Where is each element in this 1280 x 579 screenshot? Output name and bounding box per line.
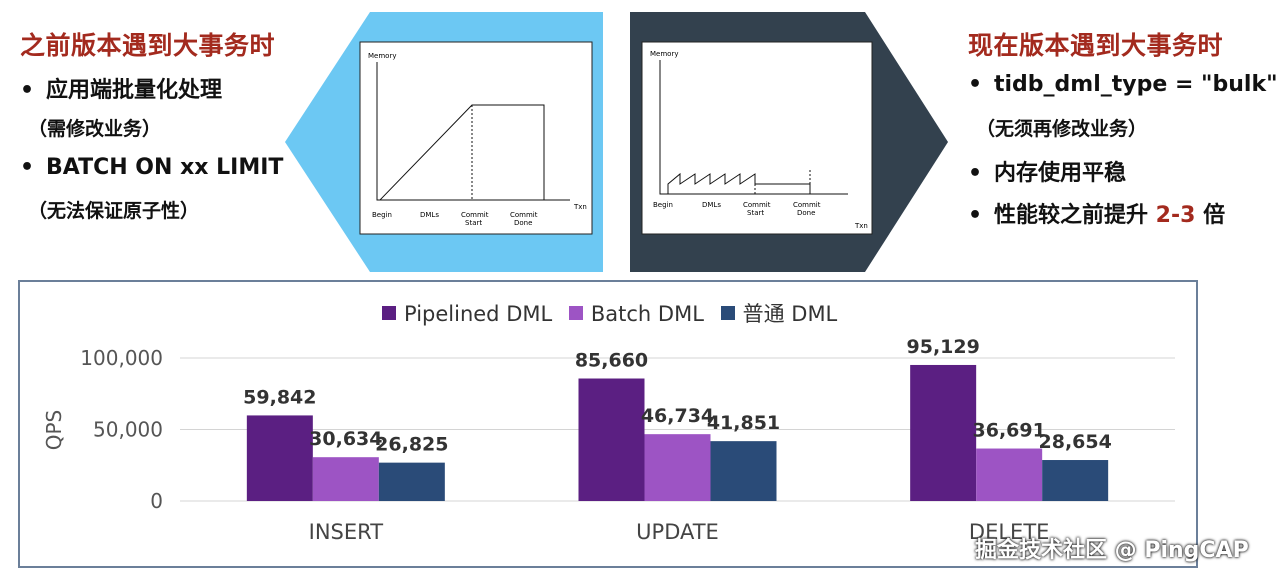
right-bullet-1: • tidb_dml_type = "bulk" xyxy=(968,72,1278,97)
legend-label-normal: 普通 DML xyxy=(742,302,838,326)
bar xyxy=(246,415,313,501)
data-label: 30,634 xyxy=(309,428,382,450)
right-bullet-1-sub: （无须再修改业务） xyxy=(976,118,1148,140)
left-heading: 之前版本遇到大事务时 xyxy=(20,31,276,60)
svg-text:Done: Done xyxy=(797,209,815,217)
svg-text:Begin: Begin xyxy=(653,201,673,209)
svg-text:Begin: Begin xyxy=(372,211,392,219)
right-memory-diagram: Memory Begin DMLs Commit Start Commit Do… xyxy=(641,41,873,235)
legend-swatch-batch xyxy=(568,306,583,320)
right-bullet-2: • 内存使用平稳 xyxy=(968,161,1127,186)
legend-label-pipelined: Pipelined DML xyxy=(404,302,553,326)
bar xyxy=(312,457,379,501)
svg-text:Start: Start xyxy=(747,209,764,217)
bar xyxy=(378,462,445,501)
bar xyxy=(578,378,645,501)
right-bullet-3: • 性能较之前提升 2-3 倍 xyxy=(968,203,1226,228)
legend-swatch-pipelined xyxy=(382,306,396,320)
left-bullet-1-sub: （需修改业务） xyxy=(28,118,162,140)
data-label: 59,842 xyxy=(243,386,316,408)
y-axis-title: QPS xyxy=(42,410,66,451)
y-tick-label: 100,000 xyxy=(80,346,163,370)
legend-swatch-normal xyxy=(720,306,735,320)
y-tick-label: 0 xyxy=(150,489,163,513)
left-bullet-2-sub: （无法保证原子性） xyxy=(28,200,200,222)
left-diagram-ylabel: Memory xyxy=(368,52,396,60)
x-tick-label: INSERT xyxy=(309,520,384,544)
bar xyxy=(1042,460,1109,501)
svg-text:DMLs: DMLs xyxy=(420,211,439,219)
left-diagram-xlabel: Txn xyxy=(573,203,587,211)
svg-text:Done: Done xyxy=(514,219,532,227)
data-label: 36,691 xyxy=(973,420,1046,442)
bar xyxy=(976,448,1043,501)
right-diagram-xlabel: Txn xyxy=(854,222,868,230)
diagram-panels: Memory Txn Begin DMLs Commit Start Commi… xyxy=(285,12,948,272)
bar xyxy=(710,441,777,501)
data-label: 46,734 xyxy=(641,405,714,427)
svg-text:Commit: Commit xyxy=(461,211,489,219)
left-bullet-1: • 应用端批量化处理 xyxy=(20,78,223,103)
y-tick-label: 50,000 xyxy=(93,418,163,442)
svg-text:Commit: Commit xyxy=(743,201,771,209)
left-memory-diagram: Memory Txn Begin DMLs Commit Start Commi… xyxy=(359,41,593,235)
watermark: 掘金技术社区 @ PingCAP xyxy=(975,538,1249,563)
svg-text:DMLs: DMLs xyxy=(702,201,721,209)
legend-label-batch: Batch DML xyxy=(590,302,704,326)
left-bullet-2: • BATCH ON xx LIMIT xyxy=(20,155,284,180)
right-heading: 现在版本遇到大事务时 xyxy=(968,31,1224,60)
svg-text:Commit: Commit xyxy=(793,201,821,209)
bar xyxy=(910,364,977,501)
right-diagram-ylabel: Memory xyxy=(650,50,678,58)
data-label: 26,825 xyxy=(375,434,448,456)
data-label: 41,851 xyxy=(707,412,780,434)
x-tick-label: UPDATE xyxy=(636,520,719,544)
data-label: 85,660 xyxy=(575,350,648,372)
svg-text:Commit: Commit xyxy=(510,211,538,219)
data-label: 95,129 xyxy=(907,336,980,358)
x-tick-label: DELETE xyxy=(969,520,1050,544)
svg-text:Start: Start xyxy=(465,219,482,227)
bar xyxy=(644,434,711,501)
chart-legend: Pipelined DML Batch DML 普通 DML xyxy=(372,298,837,328)
data-label: 28,654 xyxy=(1039,431,1112,453)
